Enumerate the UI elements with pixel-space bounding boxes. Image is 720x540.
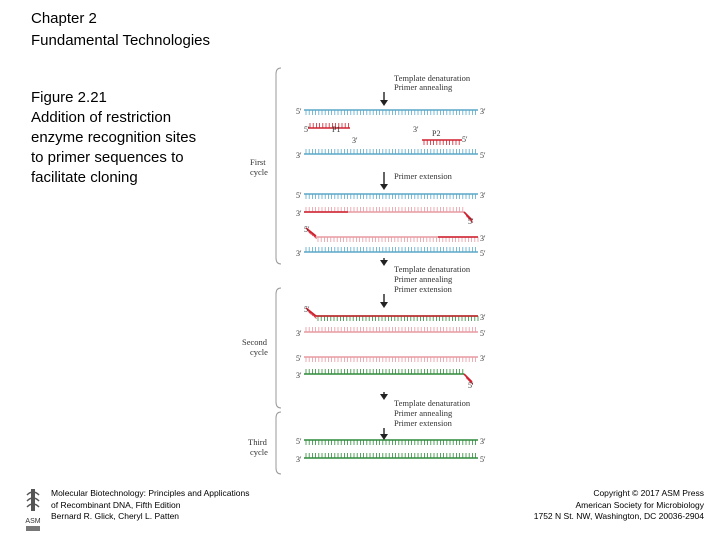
end-label: 5' — [296, 437, 302, 446]
step-label: Primer extension — [394, 171, 453, 181]
product-strand — [304, 453, 478, 459]
dna-strands — [304, 109, 479, 459]
end-label: 5' — [304, 125, 310, 134]
end-label: 3' — [296, 151, 302, 160]
step-label: Primer annealing — [394, 274, 453, 284]
end-label: 3' — [480, 437, 486, 446]
step-arrow — [380, 172, 388, 190]
template-strand-top — [304, 109, 478, 115]
primer-tail — [305, 307, 317, 319]
step-arrow — [380, 92, 388, 106]
svg-text:ASM: ASM — [25, 518, 40, 525]
cycle-label-third-1: Third — [248, 437, 268, 447]
copyright-line: Copyright © 2017 ASM Press — [593, 488, 704, 498]
figure-number: Figure 2.21 — [31, 89, 107, 106]
step-label: Primer extension — [394, 284, 453, 294]
primer-tail — [305, 227, 317, 239]
asm-logo: ASM — [25, 489, 41, 531]
end-label: 5' — [304, 225, 310, 234]
step-label: Template denaturation — [394, 73, 471, 83]
step-arrow — [380, 258, 388, 266]
chapter-subtitle: Fundamental Technologies — [31, 32, 211, 49]
cycle-label-second-2: cycle — [250, 347, 268, 357]
cycle-label-third-2: cycle — [250, 447, 268, 457]
pcr-cycles-diagram: First cycle Second cycle Third cycle Tem… — [242, 67, 486, 475]
new-strand — [304, 356, 478, 362]
end-label: 5' — [468, 381, 474, 390]
end-label: 3' — [480, 354, 486, 363]
step-arrows — [380, 92, 388, 440]
end-label: 3' — [413, 125, 419, 134]
new-strand — [304, 327, 478, 333]
step-label: Template denaturation — [394, 264, 471, 274]
end-label: 3' — [480, 313, 486, 322]
step-label: Primer annealing — [394, 82, 453, 92]
caption-line: enzyme recognition sites — [31, 129, 197, 146]
cycle-label-first-1: First — [250, 157, 266, 167]
step-arrow — [380, 294, 388, 308]
step-arrow — [380, 428, 388, 440]
chapter-title: Chapter 2 — [31, 10, 97, 27]
end-label: 5' — [480, 455, 486, 464]
end-label: 5' — [480, 329, 486, 338]
end-label: 5' — [480, 151, 486, 160]
citation-line: Molecular Biotechnology: Principles and … — [51, 488, 250, 498]
end-label: 3' — [480, 191, 486, 200]
copyright-notice: Copyright © 2017 ASM Press American Soci… — [534, 488, 704, 523]
end-label: 5' — [480, 249, 486, 258]
end-label: 5' — [304, 305, 310, 314]
end-label: 3' — [296, 371, 302, 380]
cycle-label-first-2: cycle — [250, 167, 268, 177]
primer-tail — [463, 211, 474, 223]
primer-p1-label: P1 — [332, 125, 340, 134]
end-label: 3' — [480, 107, 486, 116]
copyright-line: 1752 N St. NW, Washington, DC 20036-2904 — [533, 511, 704, 521]
primer-p1 — [308, 123, 350, 129]
end-label: 3' — [296, 455, 302, 464]
end-label: 5' — [296, 191, 302, 200]
end-label: 5' — [296, 107, 302, 116]
end-label: 3' — [352, 136, 358, 145]
end-label: 5' — [468, 217, 474, 226]
template-strand-top — [304, 193, 478, 199]
citation-line: Bernard R. Glick, Cheryl L. Patten — [51, 511, 180, 521]
cycle-label-second-1: Second — [242, 337, 268, 347]
step-label: Template denaturation — [394, 398, 471, 408]
template-strand-bottom — [304, 149, 478, 155]
caption-line: to primer sequences to — [31, 149, 184, 166]
first-cycle-bracket — [275, 67, 282, 265]
primer-p2 — [422, 139, 462, 145]
caption-line: Addition of restriction — [31, 109, 172, 126]
book-citation: Molecular Biotechnology: Principles and … — [51, 488, 249, 523]
template-strand-bottom — [304, 247, 478, 253]
step-label: Primer annealing — [394, 408, 453, 418]
citation-line: of Recombinant DNA, Fifth Edition — [51, 499, 181, 510]
primer-p2-label: P2 — [432, 129, 440, 138]
third-cycle-bracket — [275, 411, 282, 475]
end-label: 3' — [296, 249, 302, 258]
end-label: 5' — [462, 135, 468, 144]
strand-end-labels: 5' 3' 5' 3' 3' 5' 3' 5' 5' 3' 3' 5' 5' 3… — [296, 107, 486, 464]
step-arrow — [380, 392, 388, 400]
step-label: Primer extension — [394, 418, 453, 428]
caption-line: facilitate cloning — [31, 169, 138, 186]
end-label: 3' — [296, 329, 302, 338]
second-cycle-bracket — [275, 287, 282, 409]
primer-tail — [463, 373, 474, 385]
copyright-line: American Society for Microbiology — [575, 499, 705, 510]
product-strand — [304, 369, 464, 375]
end-label: 3' — [480, 234, 486, 243]
product-strand — [304, 439, 478, 445]
end-label: 3' — [296, 209, 302, 218]
end-label: 5' — [296, 354, 302, 363]
figure-caption: Figure 2.21 Addition of restriction enzy… — [31, 88, 241, 188]
